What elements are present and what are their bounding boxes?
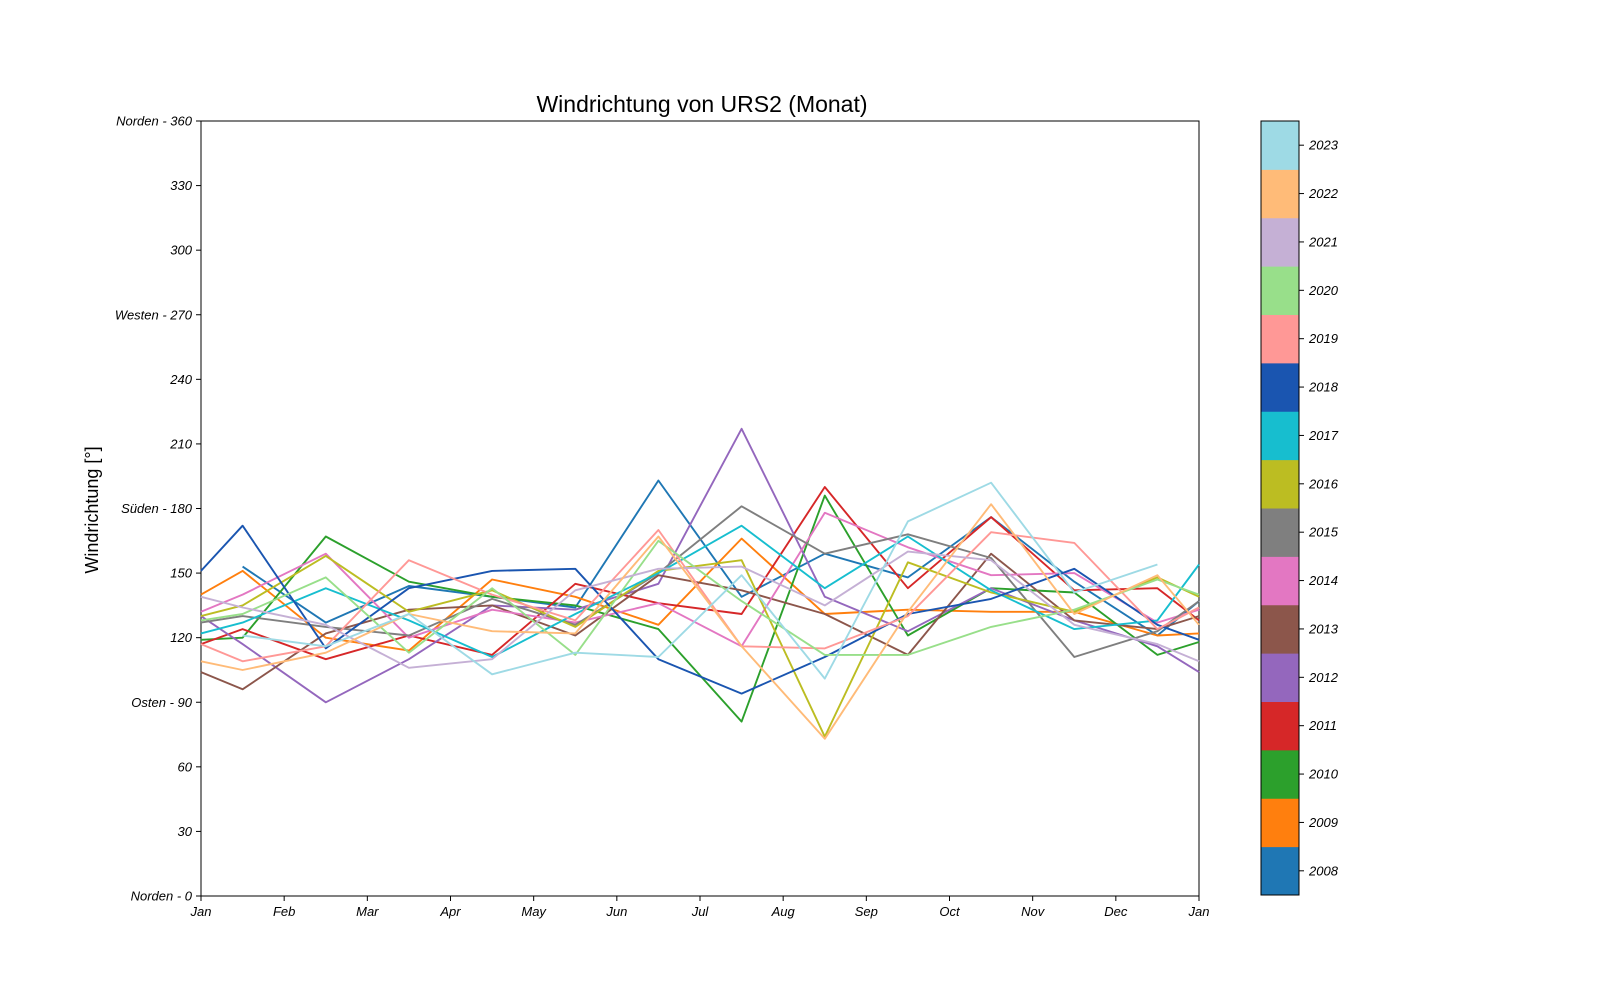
colorbar-swatch-2023 — [1261, 121, 1299, 170]
x-tick-label: Mar — [356, 904, 379, 919]
series-layer — [200, 427, 1200, 740]
colorbar-swatch-2019 — [1261, 314, 1299, 364]
colorbar-swatch-2017 — [1261, 411, 1299, 461]
series-line-2015 — [200, 505, 1200, 658]
colorbar-label-2021: 2021 — [1308, 234, 1338, 249]
x-tick-label: Jan — [1188, 904, 1210, 919]
y-tick-label: Norden - 360 — [116, 114, 193, 129]
colorbar-label-2012: 2012 — [1308, 670, 1339, 685]
x-tick-label: May — [521, 904, 547, 919]
colorbar-swatch-2016 — [1261, 459, 1299, 509]
colorbar-swatch-2018 — [1261, 362, 1299, 412]
colorbar-label-2011: 2011 — [1308, 718, 1337, 733]
x-tick-label: Dec — [1104, 904, 1128, 919]
series-line-2008 — [242, 479, 1200, 637]
y-tick-label: 120 — [170, 630, 192, 645]
y-tick-label: 150 — [170, 566, 192, 581]
y-axis-label: Windrichtung [°] — [82, 446, 102, 573]
x-tick-label: Sep — [855, 904, 878, 919]
series-line-2009 — [200, 537, 1200, 652]
colorbar-label-2010: 2010 — [1308, 767, 1339, 782]
x-tick-label: Nov — [1021, 904, 1046, 919]
colorbar-swatch-2013 — [1261, 604, 1299, 654]
series-line-2020 — [200, 539, 1200, 656]
y-tick-label: Westen - 270 — [115, 307, 193, 322]
y-tick-label: 60 — [178, 759, 193, 774]
x-axis: Jan Feb Mar Apr May Jun Jul Aug Sep Oct Nov Dec Jan — [190, 896, 1210, 919]
colorbar-label-2016: 2016 — [1308, 476, 1339, 491]
colorbar-label-2009: 2009 — [1308, 815, 1338, 830]
colorbar-swatch-2020 — [1261, 266, 1299, 315]
x-tick-label: Feb — [273, 904, 295, 919]
colorbar-swatch-2022 — [1261, 169, 1299, 219]
colorbar-swatch-2021 — [1261, 217, 1299, 267]
y-tick-label: 240 — [169, 372, 192, 387]
y-tick-label: 300 — [170, 243, 192, 258]
x-tick-label: Jul — [691, 904, 710, 919]
colorbar-label-2020: 2020 — [1308, 283, 1339, 298]
colorbar-label-2013: 2013 — [1308, 621, 1339, 636]
y-tick-label: Norden - 0 — [131, 889, 193, 904]
colorbar-legend: 2008 2009 2010 2011 2012 2013 2014 2015 2016 2017… — [1260, 120, 1339, 896]
colorbar-swatch-2015 — [1261, 508, 1299, 557]
y-tick-label: 330 — [170, 178, 192, 193]
colorbar-label-2019: 2019 — [1308, 331, 1338, 346]
series-line-2016 — [200, 554, 1200, 738]
y-axis: Norden - 0 30 60 Osten - 90 120 150 Süden - 18… — [115, 114, 201, 904]
series-line-2023 — [242, 481, 1158, 680]
y-tick-label: Osten - 90 — [131, 695, 192, 710]
series-line-2011 — [200, 486, 1200, 661]
series-line-2022 — [200, 503, 1200, 740]
colorbar-swatch-2010 — [1261, 749, 1299, 799]
series-line-2017 — [200, 524, 1200, 658]
colorbar-swatch-2008 — [1261, 846, 1299, 896]
colorbar-label-2022: 2022 — [1308, 186, 1339, 201]
colorbar-swatch-2011 — [1261, 701, 1299, 751]
y-tick-label: Süden - 180 — [121, 501, 193, 516]
colorbar-swatch-2014 — [1261, 556, 1299, 606]
x-tick-label: Oct — [939, 904, 961, 919]
y-tick-label: 30 — [178, 824, 193, 839]
colorbar-swatch-2009 — [1261, 798, 1299, 848]
colorbar-label-2017: 2017 — [1308, 428, 1339, 443]
x-tick-label: Jan — [190, 904, 212, 919]
y-tick-label: 210 — [169, 436, 192, 451]
series-line-2010 — [200, 494, 1200, 723]
series-line-2021 — [200, 550, 1200, 669]
colorbar-swatch-2012 — [1261, 653, 1299, 702]
colorbar-frame — [1260, 120, 1300, 896]
colorbar-label-2014: 2014 — [1308, 573, 1338, 588]
x-tick-label: Apr — [439, 904, 461, 919]
colorbar-label-2023: 2023 — [1308, 138, 1339, 153]
x-tick-label: Jun — [605, 904, 627, 919]
colorbar-label-2008: 2008 — [1308, 863, 1339, 878]
plot-frame — [200, 120, 1200, 897]
colorbar-label-2015: 2015 — [1308, 525, 1339, 540]
chart-title: Windrichtung von URS2 (Monat) — [536, 91, 867, 117]
colorbar-label-2018: 2018 — [1308, 380, 1339, 395]
x-tick-label: Aug — [771, 904, 796, 919]
